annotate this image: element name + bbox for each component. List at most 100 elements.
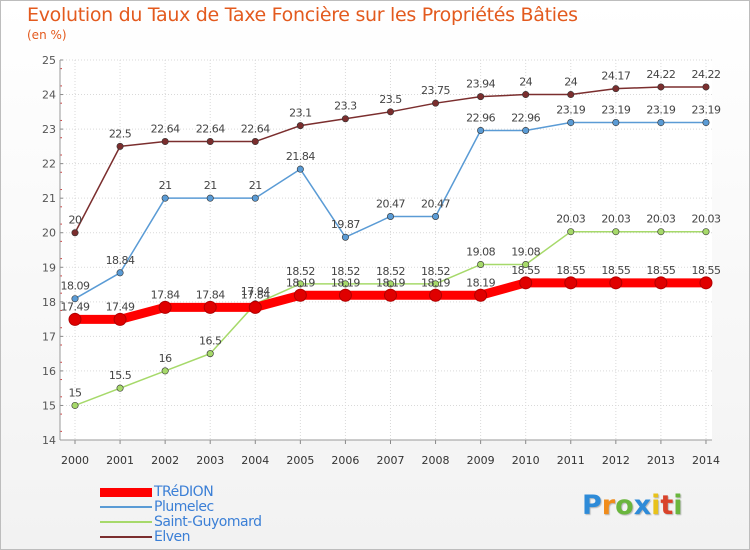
point-plumelec [251, 194, 259, 202]
legend-swatch [100, 506, 152, 508]
point-tr-dion [609, 276, 623, 290]
point-plumelec [612, 119, 620, 127]
point-elven [206, 138, 214, 146]
data-label-elven: 23.94 [466, 78, 495, 91]
data-label-tr-dion: 18.55 [556, 264, 585, 277]
point-elven [161, 138, 169, 146]
point-plumelec [432, 212, 440, 220]
y-tick-label: 23 [42, 123, 56, 136]
legend-label: Saint-Guyomard [154, 514, 262, 530]
x-tick-label: 2001 [106, 454, 134, 467]
point-elven [116, 142, 124, 150]
data-label-saint-guyomard: 20.03 [556, 213, 585, 226]
point-saint-guyomard [206, 350, 214, 358]
point-elven [612, 85, 620, 93]
legend-swatch [100, 487, 152, 497]
data-label-plumelec: 19.87 [331, 218, 360, 231]
data-label-tr-dion: 17.84 [196, 288, 225, 301]
data-label-tr-dion: 18.55 [646, 264, 675, 277]
data-label-plumelec: 23.19 [601, 104, 630, 117]
point-plumelec [657, 119, 665, 127]
point-saint-guyomard [341, 280, 349, 288]
data-label-plumelec: 23.19 [691, 104, 720, 117]
point-tr-dion [429, 288, 443, 302]
chart-subtitle: (en %) [27, 28, 67, 42]
point-elven [251, 138, 259, 146]
data-label-plumelec: 20.47 [421, 197, 450, 210]
data-label-elven: 24 [519, 76, 532, 89]
data-label-saint-guyomard: 19.08 [511, 246, 540, 259]
y-tick-label: 15 [42, 399, 56, 412]
data-label-plumelec: 22.96 [466, 111, 495, 124]
legend-label: Plumelec [154, 499, 214, 515]
data-label-tr-dion: 18.19 [331, 276, 360, 289]
point-tr-dion [293, 288, 307, 302]
data-label-elven: 23.3 [334, 100, 357, 113]
point-elven [522, 91, 530, 99]
x-tick-label: 2007 [376, 454, 404, 467]
point-tr-dion [203, 300, 217, 314]
chart-title: Evolution du Taux de Taxe Foncière sur l… [27, 4, 578, 26]
data-label-saint-guyomard: 18.52 [331, 265, 360, 278]
y-tick-label: 22 [42, 158, 56, 171]
data-label-plumelec: 23.19 [556, 104, 585, 117]
data-label-elven: 23.1 [289, 107, 312, 120]
point-saint-guyomard [522, 261, 530, 269]
legend-label: TRéDION [154, 484, 214, 500]
point-elven [296, 122, 304, 130]
point-saint-guyomard [477, 261, 485, 269]
data-label-saint-guyomard: 16.5 [199, 335, 222, 348]
x-tick-label: 2013 [647, 454, 675, 467]
data-label-tr-dion: 17.84 [151, 288, 180, 301]
point-saint-guyomard [612, 228, 620, 236]
point-elven [567, 91, 575, 99]
x-tick-label: 2008 [422, 454, 450, 467]
data-label-saint-guyomard: 19.08 [466, 246, 495, 259]
data-label-plumelec: 20.47 [376, 197, 405, 210]
y-tick-label: 14 [42, 434, 56, 447]
proxiti-logo: Proxiti [582, 490, 683, 521]
point-elven [657, 83, 665, 91]
data-label-elven: 24.22 [691, 68, 720, 81]
point-plumelec [477, 126, 485, 134]
point-plumelec [296, 165, 304, 173]
data-label-saint-guyomard: 18.52 [376, 265, 405, 278]
data-label-elven: 24 [564, 76, 577, 89]
point-tr-dion [519, 276, 533, 290]
point-saint-guyomard [657, 228, 665, 236]
point-tr-dion [158, 300, 172, 314]
point-plumelec [522, 126, 530, 134]
data-label-plumelec: 23.19 [646, 104, 675, 117]
logo-letter: x [633, 490, 652, 521]
point-tr-dion [654, 276, 668, 290]
y-tick-label: 16 [42, 365, 56, 378]
data-label-saint-guyomard: 17.94 [241, 285, 270, 298]
point-plumelec [567, 119, 575, 127]
point-elven [432, 99, 440, 107]
data-label-tr-dion: 18.55 [601, 264, 630, 277]
logo-letter: t [660, 490, 674, 521]
point-saint-guyomard [567, 228, 575, 236]
data-label-elven: 23.75 [421, 84, 450, 97]
point-saint-guyomard [702, 228, 710, 236]
point-saint-guyomard [71, 401, 79, 409]
data-label-plumelec: 21 [159, 179, 172, 192]
plot-area [60, 60, 712, 440]
point-plumelec [161, 194, 169, 202]
point-tr-dion [383, 288, 397, 302]
x-tick-label: 2011 [557, 454, 585, 467]
data-label-plumelec: 18.84 [106, 254, 135, 267]
y-tick-label: 17 [42, 330, 56, 343]
point-tr-dion [474, 288, 488, 302]
point-tr-dion [338, 288, 352, 302]
x-tick-label: 2009 [467, 454, 495, 467]
y-tick-label: 24 [42, 89, 56, 102]
data-label-elven: 22.64 [196, 123, 225, 136]
point-saint-guyomard [296, 280, 304, 288]
data-label-tr-dion: 17.84 [241, 288, 270, 301]
point-elven [71, 229, 79, 237]
x-tick-label: 2006 [331, 454, 359, 467]
data-label-tr-dion: 18.19 [286, 276, 315, 289]
point-elven [477, 93, 485, 101]
